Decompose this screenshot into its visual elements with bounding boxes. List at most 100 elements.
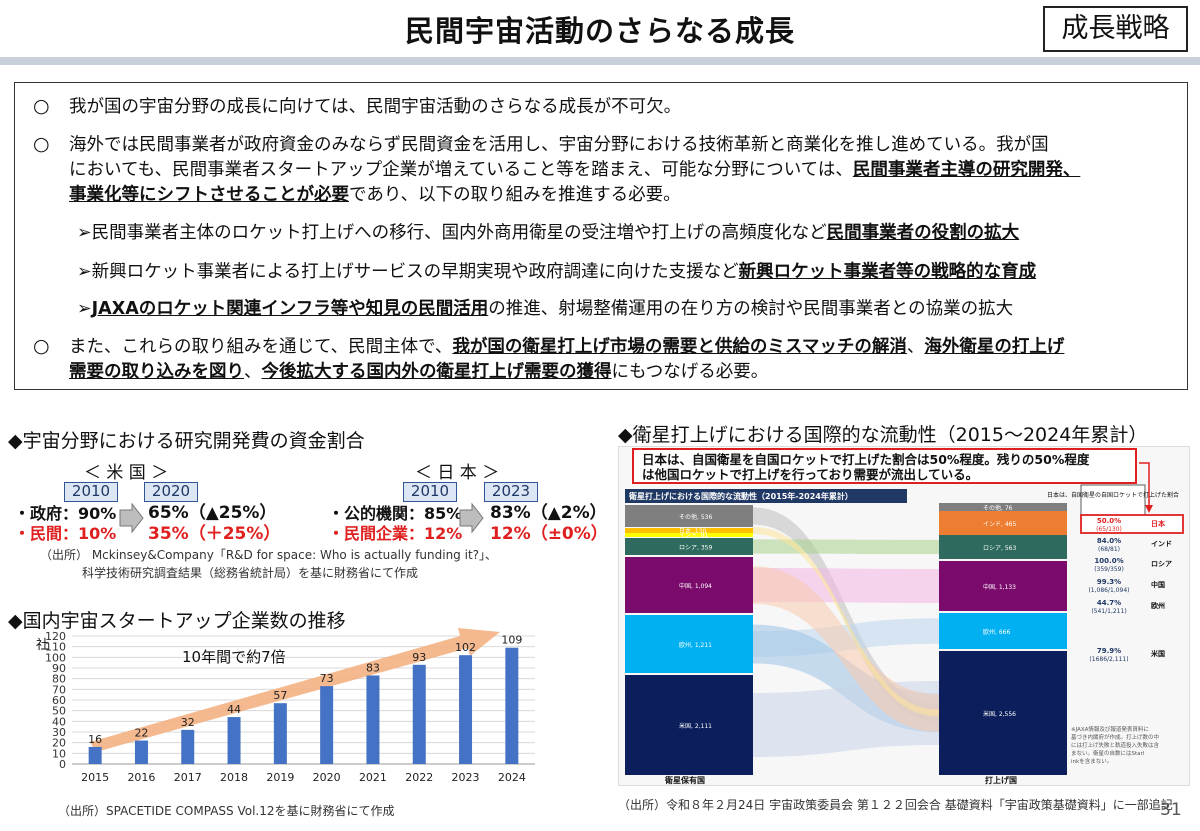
right-node-label: 米国, 2,556 (983, 710, 1016, 718)
launch-source: （出所）令和８年２月24日 宇宙政策委員会 第１２２回会合 基礎資料「宇宙政策基… (618, 798, 1173, 812)
sankey-flow (753, 539, 939, 555)
y-tick-label: 40 (52, 715, 66, 728)
rd-source-1: （出所） Mckinsey&Company「R&D for space: Who… (40, 548, 498, 562)
x-tick-label: 2021 (359, 771, 387, 784)
bar (181, 729, 195, 764)
bar (366, 675, 380, 764)
emphasis-text: 我が国の衛星打上げ市場の需要と供給のミスマッチの解消 (452, 337, 907, 357)
legend-header-box (1080, 484, 1146, 516)
rate-percent: 84.0% (1097, 537, 1121, 545)
japan-highlight-box (1080, 514, 1184, 534)
right-node (939, 613, 1067, 649)
y-tick-label: 10 (52, 747, 66, 760)
emphasis-text: 海外衛星の打上げ (924, 337, 1065, 357)
left-node (625, 538, 753, 555)
us-gov-share: ・政府：90% (14, 504, 117, 523)
us-year-end: 2020 (144, 482, 198, 502)
emphasis-text: 需要の取り込みを図り (69, 362, 244, 382)
bar (320, 686, 334, 764)
rate-fraction: (541/1,211) (1091, 608, 1126, 615)
left-node (625, 505, 753, 527)
us-gov-share-2020: 65%（▲25%） (148, 503, 277, 523)
y-tick-label: 100 (45, 651, 66, 664)
left-node (625, 528, 753, 533)
bar (505, 647, 519, 764)
text-span: また、これらの取り組みを通じて、民間主体で、 (69, 337, 453, 357)
action-item-1: ➢民間事業者主体のロケット打上げへの移行、国内外商用衛星の受注増や打上げの高頻度… (77, 221, 1019, 246)
left-node-label: インド, 81 (679, 532, 709, 539)
text-span: 民間事業者主体のロケット打上げへの移行、国内外商用衛星の受注増や打上げの高頻度化… (91, 223, 827, 243)
y-tick-label: 20 (52, 737, 66, 750)
bar (412, 664, 426, 764)
text-span: であり、以下の取り組みを推進する必要。 (349, 185, 681, 205)
bullet-circle: ○ (33, 133, 50, 155)
x-tick-label: 2017 (174, 771, 202, 784)
legend-header: 日本は、自国衛星の自国ロケットで打上げた割合 (1047, 491, 1179, 499)
footnote-line: 基づき内閣府が作成。打上げ数の中 (1071, 733, 1159, 741)
rate-fraction: (68/81) (1098, 546, 1120, 553)
y-tick-label: 90 (52, 662, 66, 675)
sankey-flow (753, 507, 939, 722)
data-label: 44 (227, 703, 241, 716)
arrow-bullet-icon: ➢ (77, 299, 92, 319)
red-callout: 日本は、自国衛星を自国ロケットで打上げた割合は50%程度。残りの50%程度 は他… (632, 448, 1137, 484)
rate-country: 欧州 (1151, 601, 1165, 610)
action-item-2: ➢新興ロケット事業者による打上げサービスの早期実現や政府調達に向けた支援など新興… (77, 260, 1036, 285)
rate-country: ロシア (1151, 560, 1172, 568)
y-tick-label: 0 (59, 758, 66, 771)
jp-label: ＜ 日 本 ＞ (415, 463, 500, 483)
right-node-label: 中国, 1,133 (983, 583, 1016, 591)
growth-annotation: 10年間で約7倍 (182, 648, 286, 666)
x-tick-label: 2024 (498, 771, 526, 784)
paragraph-2-line-2: においても、民間事業者スタートアップ企業が増えていること等を踏まえ、可能な分野に… (69, 158, 1080, 183)
right-axis-label: 打上げ国 (985, 775, 1017, 785)
left-node (625, 675, 753, 775)
right-node (939, 511, 1067, 535)
footnote-line: ※JAXA情報及び報道発表資料に (1071, 725, 1149, 733)
jp-private-share: ・民間企業：12% (328, 524, 463, 543)
category-tag: 成長戦略 (1043, 6, 1188, 52)
right-node (939, 503, 1067, 511)
left-node (625, 557, 753, 613)
inner-title-bar (625, 489, 907, 503)
rate-fraction: (1686/2,111) (1089, 656, 1128, 663)
rate-percent: 79.9% (1097, 647, 1121, 655)
jp-private-share-2023: 12%（±0%） (490, 524, 608, 544)
emphasis-text: 民間事業者主導の研究開発、 (852, 160, 1081, 180)
us-private-share: ・民間：10% (14, 524, 117, 543)
footnote-line: まない。衛星の自数にはStarl (1071, 749, 1145, 757)
y-tick-label: 110 (45, 641, 66, 654)
x-tick-label: 2020 (313, 771, 341, 784)
bullet-circle: ○ (33, 335, 50, 357)
us-year-start: 2010 (64, 482, 118, 502)
rd-source-2: 科学技術研究調査結果（総務省統計局）を基に財務省にて作成 (82, 566, 419, 580)
left-node-label: その他, 536 (679, 513, 712, 521)
data-label: 32 (181, 716, 195, 729)
rate-fraction: (65/130) (1096, 526, 1122, 533)
emphasis-text: 今後拡大する国内外の衛星打上げ需要の獲得 (261, 362, 612, 382)
left-node-label: ロシア, 359 (679, 545, 712, 552)
rate-country: インド (1151, 540, 1172, 548)
us-arrow-icon (119, 502, 144, 534)
left-node (625, 615, 753, 673)
launch-section-title: ◆衛星打上げにおける国際的な流動性（2015～2024年累計） (618, 424, 1148, 446)
y-tick-label: 70 (52, 683, 66, 696)
startup-section-title: ◆国内宇宙スタートアップ企業数の推移 (8, 610, 346, 632)
summary-box: ○ 我が国の宇宙分野の成長に向けては、民間宇宙活動のさらなる成長が不可欠。 ○ … (14, 82, 1188, 390)
right-node-label: インド, 465 (983, 521, 1016, 528)
text-span: 新興ロケット事業者による打上げサービスの早期実現や政府調達に向けた支援など (91, 262, 739, 282)
x-tick-label: 2022 (405, 771, 433, 784)
data-label: 22 (134, 727, 148, 740)
bar (273, 703, 287, 764)
data-label: 109 (501, 634, 522, 647)
y-tick-label: 60 (52, 694, 66, 707)
callout-line-2: は他国ロケットで打上げを行っており需要が流出している。 (642, 467, 979, 482)
header-divider (0, 57, 1200, 65)
data-label: 57 (273, 689, 287, 702)
left-axis-label: 衛星保有国 (664, 775, 705, 785)
data-label: 102 (455, 641, 476, 654)
callout-arrowhead-icon (1145, 505, 1153, 513)
y-unit-label: 社 (36, 638, 50, 653)
left-node-label: 欧州, 1,211 (679, 641, 712, 649)
